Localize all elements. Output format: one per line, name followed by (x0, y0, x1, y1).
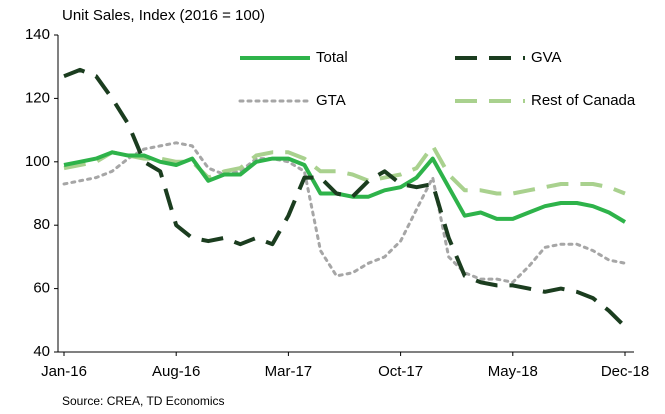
x-tick-label: Dec-18 (601, 363, 649, 380)
chart-title: Unit Sales, Index (2016 = 100) (62, 7, 265, 24)
y-tick-label: 60 (33, 280, 50, 297)
legend-label: Total (316, 49, 348, 66)
series-line (63, 150, 627, 224)
series-line (62, 141, 627, 284)
y-tick-label: 140 (25, 26, 50, 43)
x-tick-label: Oct-17 (378, 363, 423, 380)
y-tick-label: 100 (25, 153, 50, 170)
x-tick-label: Mar-17 (265, 363, 313, 380)
x-tick-label: May-18 (488, 363, 538, 380)
x-tick-label: Jan-16 (41, 363, 87, 380)
x-tick-label: Aug-16 (152, 363, 200, 380)
legend-label: Rest of Canada (531, 92, 636, 109)
source-note: Source: CREA, TD Economics (62, 394, 225, 408)
y-tick-label: 80 (33, 216, 50, 233)
legend-label: GTA (316, 92, 346, 109)
series-line (63, 67, 627, 329)
series-line (63, 143, 626, 196)
legend-label: GVA (531, 49, 562, 66)
y-tick-label: 120 (25, 89, 50, 106)
y-tick-label: 40 (33, 343, 50, 360)
